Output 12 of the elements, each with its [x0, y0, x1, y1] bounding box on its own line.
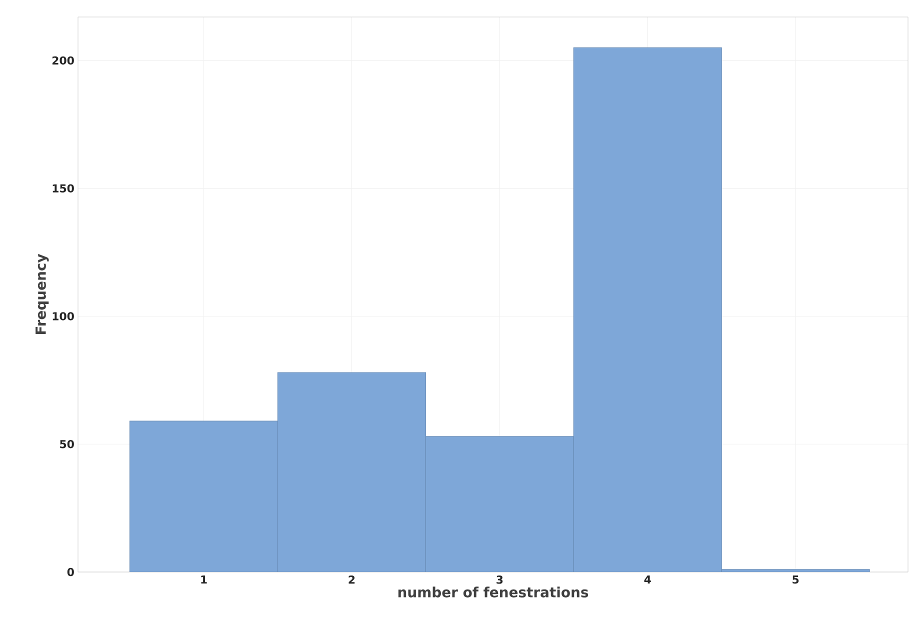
y-tick-label: 200 — [52, 56, 74, 65]
y-axis-title: Frequency — [36, 254, 49, 334]
y-tick-label: 100 — [52, 312, 74, 320]
y-tick-label: 0 — [67, 568, 74, 576]
y-tick-label: 50 — [60, 440, 74, 448]
x-axis-title: number of fenestrations — [398, 586, 588, 598]
y-tick-label: 150 — [52, 184, 74, 192]
x-tick-label: 3 — [496, 576, 503, 584]
x-tick-label: 2 — [348, 576, 355, 584]
x-tick-label: 4 — [644, 576, 651, 584]
x-tick-label: 5 — [792, 576, 799, 584]
x-tick-label: 1 — [201, 576, 207, 584]
